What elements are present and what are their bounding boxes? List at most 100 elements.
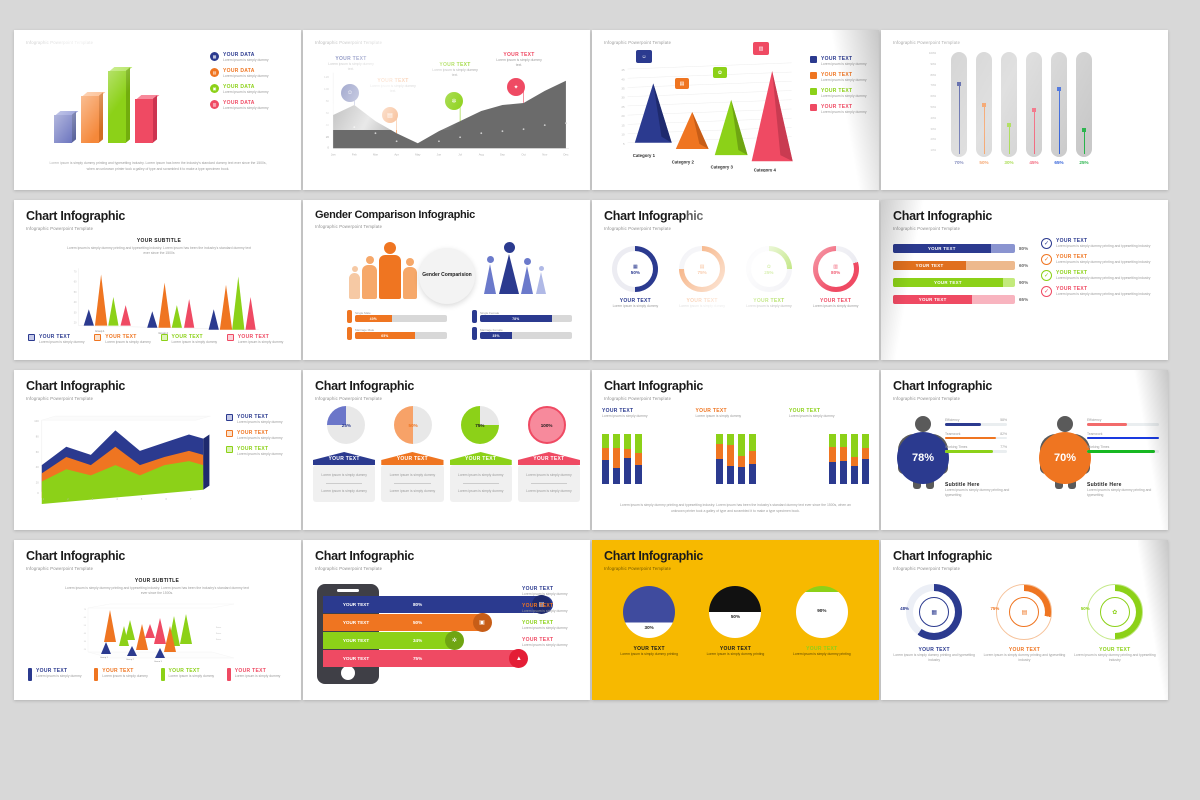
slide-10-pies-cards[interactable]: Chart Infographic Infographic Powerpoint… (303, 370, 590, 530)
pie-chart[interactable]: 75% (460, 406, 499, 444)
list-item[interactable]: ▣ YOUR DATA Lorem ipsum is simply dummy (210, 84, 294, 95)
donut-item[interactable]: ▥ 80% YOUR TEXT Lorem ipsum is simply dum… (805, 246, 867, 309)
list-item[interactable]: YOUR TEXT 34% ✲ (323, 631, 553, 650)
list-item[interactable]: YOUR TEXT Lorem ipsum is simply dummy (226, 333, 289, 345)
donut-item[interactable]: ✿ 25% YOUR TEXT Lorem ipsum is simply dum… (738, 246, 800, 309)
list-item[interactable]: YOUR TEXT Lorem ipsum is simply dummy (810, 56, 872, 67)
list-item[interactable]: YOUR TEXT Lorem ipsum is simply dummy (522, 637, 568, 648)
list-item[interactable]: YOUR TEXT Lorem ipsum is simply dummy (522, 603, 568, 614)
list-item[interactable]: YOUR TEXT Lorem ipsum is simply dummy (602, 408, 648, 418)
list-item[interactable]: YOUR TEXT Lorem ipsum is simply dummy (226, 446, 292, 457)
list-item[interactable]: YOUR TEXT 80% ▤ (323, 595, 553, 614)
double-ring-item[interactable]: ✿ 50% YOUR TEXT Lorem ipsum is simply du… (1073, 584, 1157, 663)
user-icon[interactable]: ☺ (636, 50, 652, 63)
list-item[interactable]: YOUR TEXT Lorem ipsum is simply dummy (522, 620, 568, 631)
list-item[interactable]: YOUR TEXT Lorem ipsum is simply dummy (522, 586, 568, 596)
slide-06-gender[interactable]: Gender Comparison Infographic Infographi… (303, 200, 590, 360)
gauge-tube[interactable] (1076, 52, 1092, 157)
list-item[interactable]: Marriage Male 65% (347, 327, 447, 340)
fill-circle-item[interactable]: 90% YOUR TEXT Lorem ipsum is simply dumm… (784, 586, 860, 657)
list-item[interactable]: YOUR TEXT 80% (893, 244, 1033, 253)
list-item[interactable]: YOUR TEXT 65% (893, 295, 1033, 304)
donut-item[interactable]: ▤ 75% YOUR TEXT Lorem ipsum is simply dum… (671, 246, 733, 309)
slide-03-pyramid[interactable]: Infographic Powerpoint Template 45 40 35 30… (592, 30, 879, 190)
list-item[interactable]: Efficiency 58% (945, 418, 1007, 426)
list-item[interactable]: YOUR TEXT Lorem ipsum is simply dummy (226, 414, 292, 425)
slide-12-people-stats[interactable]: Chart Infographic Infographic Powerpoint… (881, 370, 1168, 530)
stacked-bar[interactable] (862, 434, 869, 484)
list-item[interactable]: YOUR TEXT Lorem ipsum is simply dummy (226, 668, 289, 681)
list-item[interactable]: ✓ YOUR TEXT Lorem ipsum is simply dummy pr… (1041, 286, 1159, 298)
list-item[interactable]: Single Male 40% (347, 310, 447, 323)
stacked-bar[interactable] (737, 434, 745, 484)
list-item[interactable]: ✓ YOUR TEXT Lorem ipsum is simply dummy pr… (1041, 238, 1159, 249)
bell-icon[interactable]: ▲ (509, 649, 529, 668)
stacked-bar[interactable] (613, 434, 620, 484)
list-item[interactable]: Working Times 77% (945, 445, 1007, 453)
list-item[interactable]: YOUR TEXT Lorem ipsum is simply dummy (810, 88, 872, 99)
stacked-bar[interactable] (715, 434, 723, 484)
list-item[interactable]: YOUR TEXT Lorem ipsum is simply dummy (810, 72, 872, 83)
monitor-icon[interactable]: ▤ (532, 595, 551, 614)
slide-14-mobile[interactable]: Chart Infographic Infographic Powerpoint… (303, 540, 590, 700)
list-item[interactable]: YOUR TEXT Lorem ipsum is simply dummy (160, 668, 223, 681)
list-item[interactable]: YOUR TEXT 90% (893, 278, 1033, 287)
list-item[interactable]: YOUR TEXT Lorem ipsum is simply dummy (789, 408, 835, 418)
briefcase-icon[interactable]: ▤ (675, 78, 689, 89)
list-item[interactable]: YOUR TEXT Lorem ipsum is simply dummy (94, 668, 156, 681)
gauge-tube[interactable] (976, 52, 992, 157)
slide-15-yellow-circles[interactable]: Chart Infographic Infographic Powerpoint… (592, 540, 879, 700)
slide-16-double-rings[interactable]: Chart Infographic Infographic Powerpoint… (881, 540, 1168, 700)
list-item[interactable]: YOUR TEXT Lorem ipsum is simply dummy (226, 430, 292, 441)
list-item[interactable]: ✓ YOUR TEXT Lorem ipsum is simply dummy pr… (1041, 270, 1159, 282)
pie-chart[interactable]: 25% (327, 406, 366, 444)
stacked-bar[interactable] (748, 434, 756, 484)
slide-08-progress[interactable]: Chart Infographic Infographic Powerpoint… (881, 200, 1168, 360)
stacked-bar[interactable] (851, 434, 858, 484)
stacked-bar[interactable] (829, 434, 836, 484)
list-item[interactable]: YOUR TEXT 75% ▲ (323, 649, 553, 668)
list-item[interactable]: YOUR TEXT Lorem ipsum is simply dummy (695, 408, 742, 418)
pie-chart[interactable]: 100% (527, 406, 566, 444)
list-item[interactable]: Teamwork (1087, 432, 1159, 440)
list-item[interactable]: Marriage Female 35% (472, 327, 572, 340)
calendar-icon[interactable]: ▥ (753, 42, 769, 55)
slide-02-area-timeline[interactable]: Infographic Powerpoint Template 120 100 80… (303, 30, 590, 190)
list-item[interactable]: Single Female 78% (472, 310, 572, 323)
gauge-tube[interactable] (1001, 52, 1017, 157)
list-item[interactable]: Working Times (1087, 445, 1159, 453)
list-item[interactable]: ▦ YOUR DATA Lorem ipsum is simply dummy (210, 52, 294, 63)
gauge-tube[interactable] (1026, 52, 1042, 157)
pie-chart[interactable]: 50% (394, 406, 433, 444)
list-item[interactable]: ▤ YOUR DATA Lorem ipsum is simply dummy (210, 68, 294, 79)
slide-07-donuts[interactable]: Chart Infographic Infographic Powerpoint… (592, 200, 879, 360)
donut-item[interactable]: ▦ 50% YOUR TEXT Lorem ipsum is simply dum… (604, 246, 666, 309)
list-item[interactable]: YOUR TEXT 50% ▣ (323, 613, 553, 632)
list-item[interactable]: Efficiency (1087, 418, 1159, 426)
gauge-tube[interactable] (1051, 52, 1067, 157)
phone-home-button[interactable] (341, 666, 355, 680)
list-item[interactable]: YOUR TEXT 60% (893, 261, 1033, 270)
fill-circle-item[interactable]: 30% YOUR TEXT Lorem ipsum is simply dumm… (611, 586, 687, 657)
briefcase-icon[interactable]: ▣ (472, 613, 492, 632)
slide-05-cone-groups[interactable]: Chart Infographic Infographic Powerpoint… (14, 200, 301, 360)
slide-13-cone-3d[interactable]: Chart Infographic Infographic Powerpoint… (14, 540, 301, 700)
card[interactable]: YOUR TEXT Lorem ipsum is simply dummy Lor… (381, 452, 444, 524)
list-item[interactable]: YOUR TEXT Lorem ipsum is simply dummy (160, 333, 223, 345)
gauge-tube[interactable] (951, 52, 967, 157)
list-item[interactable]: YOUR TEXT Lorem ipsum is simply dummy (28, 333, 90, 345)
card[interactable]: YOUR TEXT Lorem ipsum is simply dummy Lor… (449, 452, 512, 524)
slide-04-tube-gauges[interactable]: Infographic Powerpoint Template 100% 90% 8… (881, 30, 1168, 190)
list-item[interactable]: ✓ YOUR TEXT Lorem ipsum is simply dummy pr… (1041, 254, 1159, 266)
list-item[interactable]: YOUR TEXT Lorem ipsum is simply dummy (28, 668, 90, 681)
list-item[interactable]: YOUR TEXT Lorem ipsum is simply dummy (94, 333, 156, 345)
double-ring-item[interactable]: ▦ 48% YOUR TEXT Lorem ipsum is simply du… (892, 584, 976, 663)
leaf-icon[interactable]: ✿ (713, 67, 727, 78)
stacked-bar[interactable] (635, 434, 642, 484)
card[interactable]: YOUR TEXT Lorem ipsum is simply dummy Lor… (517, 452, 580, 524)
stacked-bar[interactable] (624, 434, 631, 484)
stacked-bar[interactable] (840, 434, 847, 484)
slide-09-area-3d[interactable]: Chart Infographic Infographic Powerpoint… (14, 370, 301, 530)
slide-11-stacked-bars[interactable]: Chart Infographic Infographic Powerpoint… (592, 370, 879, 530)
star-icon[interactable]: ✦ (507, 78, 525, 96)
